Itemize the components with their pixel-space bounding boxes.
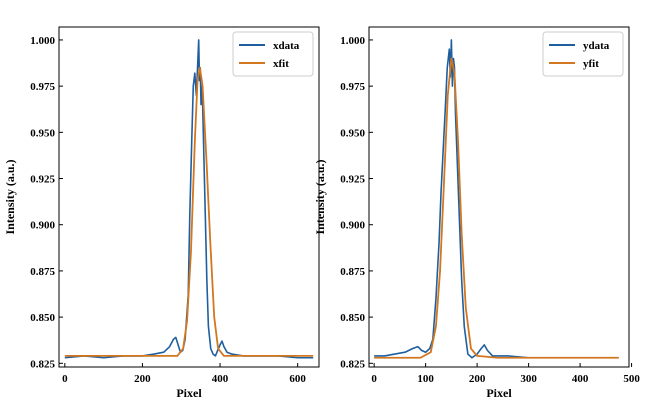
x-tick-label: 0 [62, 373, 68, 385]
legend-entry: ydata [583, 40, 610, 52]
legend-box [542, 31, 624, 77]
xfit-line [64, 66, 314, 357]
x-tick-label: 100 [417, 373, 434, 385]
left-x-axis-label: Pixel [176, 386, 202, 400]
right-y-axis-label: Intensity (a.u.) [313, 159, 327, 234]
y-tick-label: 0.850 [30, 312, 55, 324]
left-legend: xdata xfit [232, 31, 314, 77]
right-x-axis-label: Pixel [486, 386, 512, 400]
y-tick-label: 0.925 [30, 174, 55, 186]
y-tick-label: 0.825 [340, 358, 365, 370]
x-tick-label: 200 [469, 373, 486, 385]
left-y-axis-label: Intensity (a.u.) [3, 159, 17, 234]
legend-entry: xdata [273, 40, 300, 52]
y-tick-label: 0.900 [30, 220, 55, 232]
y-tick-label: 1.000 [340, 35, 365, 47]
left-plot-frame [58, 26, 320, 368]
x-tick-label: 200 [134, 373, 151, 385]
legend-box [232, 31, 314, 77]
y-tick-label: 0.950 [340, 127, 365, 139]
x-tick-label: 0 [371, 373, 377, 385]
y-tick-label: 0.875 [30, 266, 55, 278]
x-tick-label: 400 [212, 373, 229, 385]
legend-entry: xfit [273, 58, 289, 70]
xdata-line [64, 39, 314, 359]
y-tick-label: 0.875 [340, 266, 365, 278]
y-tick-label: 0.950 [30, 127, 55, 139]
x-tick-label: 600 [289, 373, 306, 385]
y-tick-label: 0.975 [30, 81, 55, 93]
left-panel: 0 200 400 600 0.825 0.850 0.875 0.900 0.925 0.950… [3, 26, 320, 400]
y-tick-label: 0.925 [340, 174, 365, 186]
y-tick-label: 1.000 [30, 35, 55, 47]
y-tick-label: 0.850 [340, 312, 365, 324]
y-tick-label: 0.900 [340, 220, 365, 232]
y-tick-label: 0.825 [30, 358, 55, 370]
x-tick-label: 300 [520, 373, 537, 385]
right-plot-frame [368, 26, 630, 368]
x-tick-label: 400 [572, 373, 589, 385]
legend-entry: yfit [583, 58, 599, 70]
right-panel: 0 100 200 300 400 500 0.825 0.850 0.875 0.900 0.92… [313, 26, 640, 400]
right-legend: ydata yfit [542, 31, 624, 77]
ydata-line [374, 39, 619, 359]
yfit-line [374, 57, 619, 359]
y-tick-label: 0.975 [340, 81, 365, 93]
x-tick-label: 500 [623, 373, 640, 385]
